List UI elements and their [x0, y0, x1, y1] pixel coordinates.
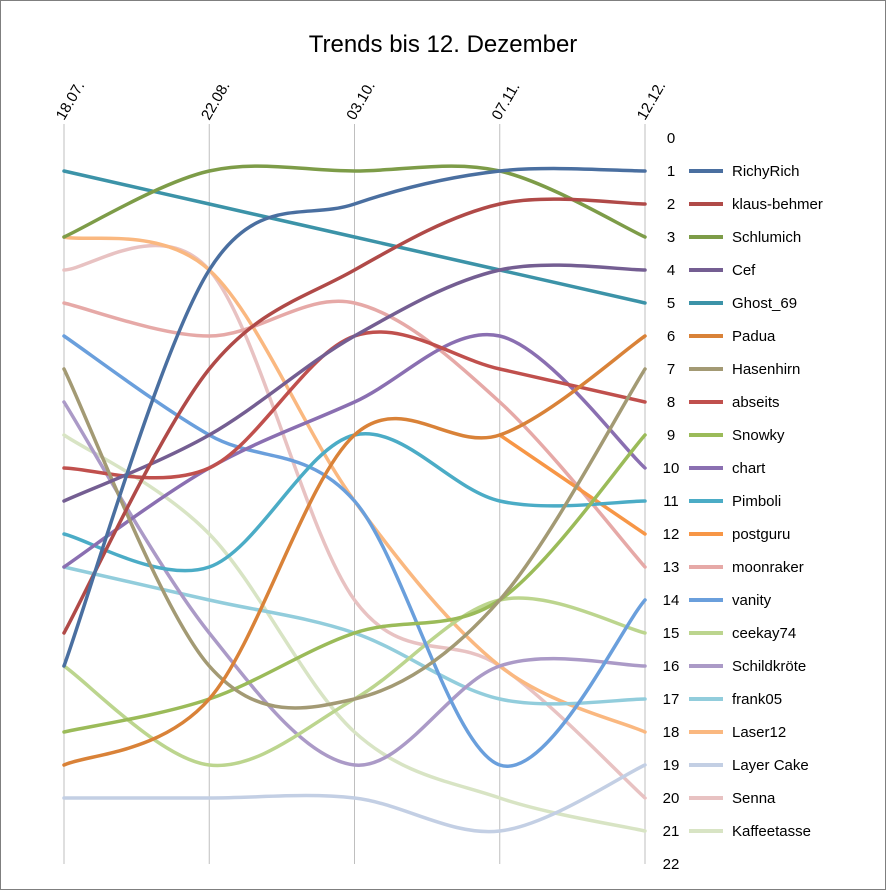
- legend-label: Senna: [732, 790, 776, 807]
- legend-label: Padua: [732, 328, 776, 345]
- series-line-layer-cake: [62, 763, 647, 834]
- y-tick-label: 7: [667, 361, 675, 378]
- series-line-kaffeetasse: [62, 433, 647, 833]
- legend-item: klaus-behmer: [689, 196, 823, 213]
- legend-item: RichyRich: [689, 163, 800, 180]
- y-tick-label: 6: [667, 328, 675, 345]
- legend-label: Layer Cake: [732, 757, 809, 774]
- y-tick-label: 18: [663, 724, 680, 741]
- series-line-cef: [62, 263, 647, 503]
- y-tick-label: 2: [667, 196, 675, 213]
- legend-label: vanity: [732, 592, 772, 609]
- series-lines: [62, 164, 647, 834]
- y-tick-label: 11: [663, 493, 679, 510]
- y-tick-label: 5: [667, 295, 675, 312]
- legend-item: Ghost_69: [689, 295, 797, 312]
- chart-title: Trends bis 12. Dezember: [309, 31, 578, 58]
- y-tick-label: 10: [663, 460, 680, 477]
- legend-item: Hasenhirn: [689, 361, 800, 378]
- legend-item: postguru: [689, 526, 790, 543]
- legend-item: frank05: [689, 691, 782, 708]
- legend-label: moonraker: [732, 559, 804, 576]
- series-line-vanity: [62, 334, 647, 768]
- legend-label: frank05: [732, 691, 782, 708]
- series-line-chart: [62, 332, 647, 569]
- legend: RichyRich klaus-behmer Schlumich Cef Ghost_6…: [689, 163, 823, 840]
- y-tick-label: 19: [663, 757, 680, 774]
- legend-item: Laser12: [689, 724, 786, 741]
- series-line-padua: [62, 334, 647, 767]
- series-line-klaus-behmer: [62, 197, 647, 635]
- x-tick-label: 07.11.: [488, 79, 523, 123]
- y-tick-label: 13: [663, 559, 680, 576]
- legend-label: abseits: [732, 394, 780, 411]
- series-line-richyrich: [62, 166, 647, 668]
- grid-lines: [63, 124, 646, 864]
- legend-label: Snowky: [732, 427, 785, 444]
- y-tick-label: 8: [667, 394, 675, 411]
- y-tick-label: 22: [663, 856, 680, 873]
- legend-item: moonraker: [689, 559, 804, 576]
- legend-label: Schlumich: [732, 229, 801, 246]
- legend-label: Cef: [732, 262, 756, 279]
- x-tick-label: 18.07.: [53, 78, 89, 123]
- y-tick-label: 9: [667, 427, 675, 444]
- legend-label: postguru: [732, 526, 790, 543]
- legend-label: Schildkröte: [732, 658, 806, 675]
- legend-label: ceekay74: [732, 625, 796, 642]
- legend-item: Cef: [689, 262, 756, 279]
- y-tick-label: 4: [667, 262, 675, 279]
- y-tick-label: 3: [667, 229, 675, 246]
- legend-item: Senna: [689, 790, 776, 807]
- legend-label: chart: [732, 460, 766, 477]
- y-tick-label: 14: [663, 592, 680, 609]
- y-tick-label: 21: [663, 823, 680, 840]
- series-line-hasenhirn: [62, 367, 647, 710]
- legend-item: ceekay74: [689, 625, 796, 642]
- legend-label: klaus-behmer: [732, 196, 823, 213]
- x-tick-label: 03.10.: [343, 78, 379, 123]
- y-tick-label: 20: [663, 790, 680, 807]
- legend-item: Kaffeetasse: [689, 823, 811, 840]
- legend-label: Laser12: [732, 724, 786, 741]
- legend-label: RichyRich: [732, 163, 800, 180]
- series-line-moonraker: [62, 299, 647, 569]
- series-line-ghost-69: [62, 169, 647, 305]
- x-axis-labels: 18.07. 22.08. 03.10. 07.11. 12.12.: [53, 78, 670, 123]
- legend-label: Hasenhirn: [732, 361, 800, 378]
- legend-item: Padua: [689, 328, 776, 345]
- y-tick-label: 15: [663, 625, 680, 642]
- y-tick-label: 12: [663, 526, 680, 543]
- y-tick-label: 1: [667, 163, 675, 180]
- series-line-postguru: [498, 433, 647, 536]
- series-line-snowky: [62, 433, 647, 734]
- legend-item: Pimboli: [689, 493, 781, 510]
- legend-label: Kaffeetasse: [732, 823, 811, 840]
- legend-item: Schlumich: [689, 229, 801, 246]
- series-line-schildkr-te: [62, 400, 647, 767]
- x-tick-label: 22.08.: [198, 78, 234, 123]
- series-line-schlumich: [62, 164, 647, 239]
- legend-item: Snowky: [689, 427, 785, 444]
- legend-label: Pimboli: [732, 493, 781, 510]
- legend-item: chart: [689, 460, 766, 477]
- y-tick-label: 0: [667, 130, 675, 147]
- legend-label: Ghost_69: [732, 295, 797, 312]
- legend-item: abseits: [689, 394, 780, 411]
- legend-item: Schildkröte: [689, 658, 806, 675]
- legend-item: vanity: [689, 592, 772, 609]
- y-tick-label: 17: [663, 691, 680, 708]
- x-tick-label: 12.12.: [634, 78, 670, 123]
- y-tick-label: 16: [663, 658, 680, 675]
- legend-item: Layer Cake: [689, 757, 809, 774]
